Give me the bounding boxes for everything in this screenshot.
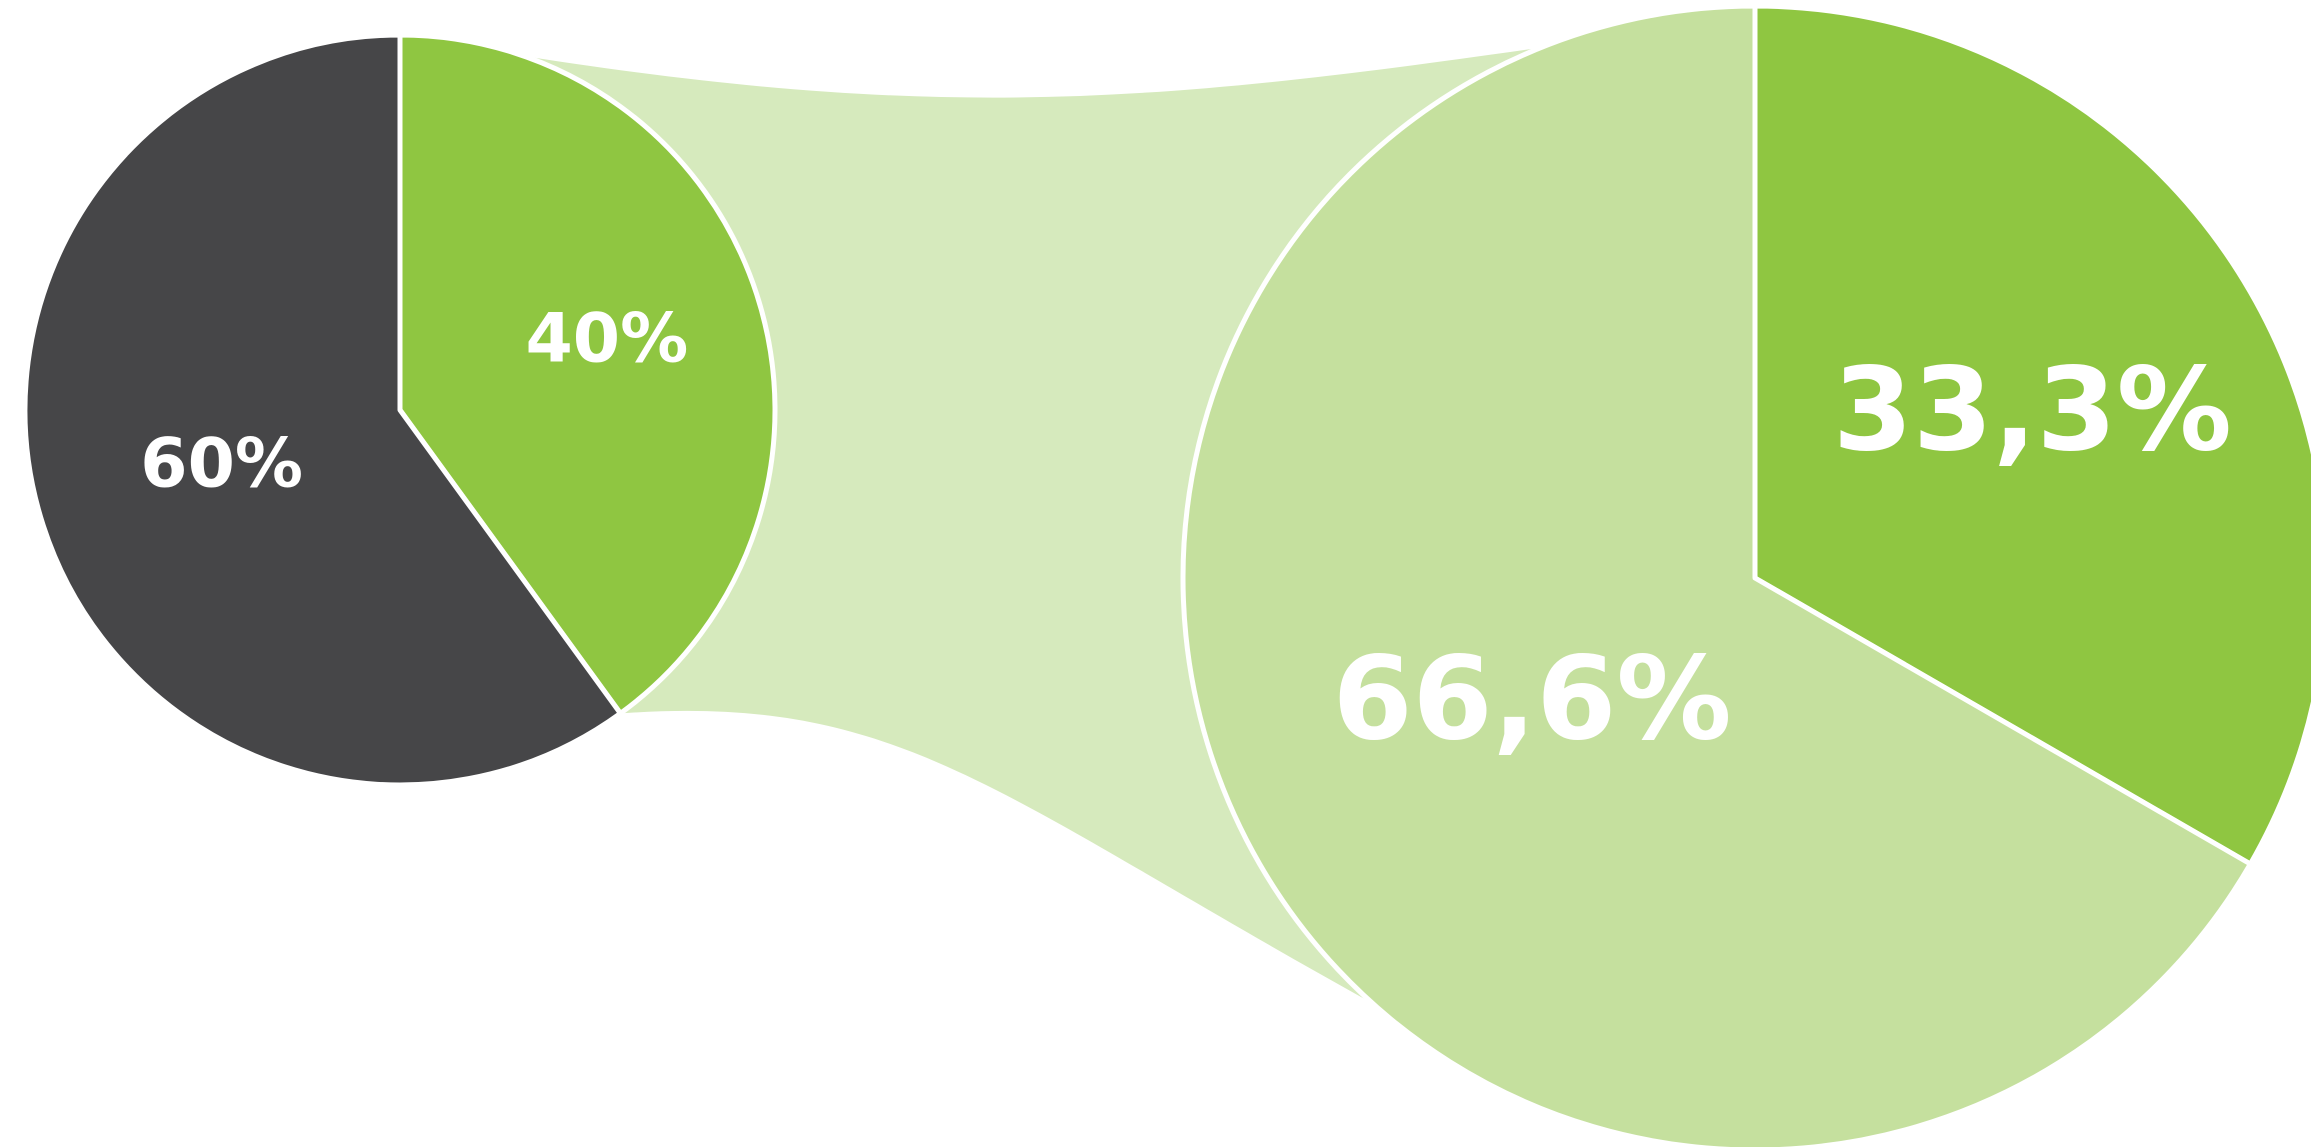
pie-slice-66-6 — [1180, 3, 2253, 1147]
slice-label-66-6: 66,6% — [1333, 632, 1732, 766]
slice-label-60: 60% — [140, 424, 303, 503]
small-pie — [22, 32, 778, 788]
pie-slice-60 — [22, 32, 623, 788]
slice-label-40: 40% — [525, 299, 688, 378]
slice-label-33-3: 33,3% — [1833, 344, 2232, 478]
big-pie — [1180, 3, 2311, 1147]
pie-slice-33-3 — [1752, 3, 2311, 867]
pie-slice-40 — [397, 32, 778, 716]
labels-layer: 40% 60% 33,3% 66,6% — [140, 299, 2232, 766]
